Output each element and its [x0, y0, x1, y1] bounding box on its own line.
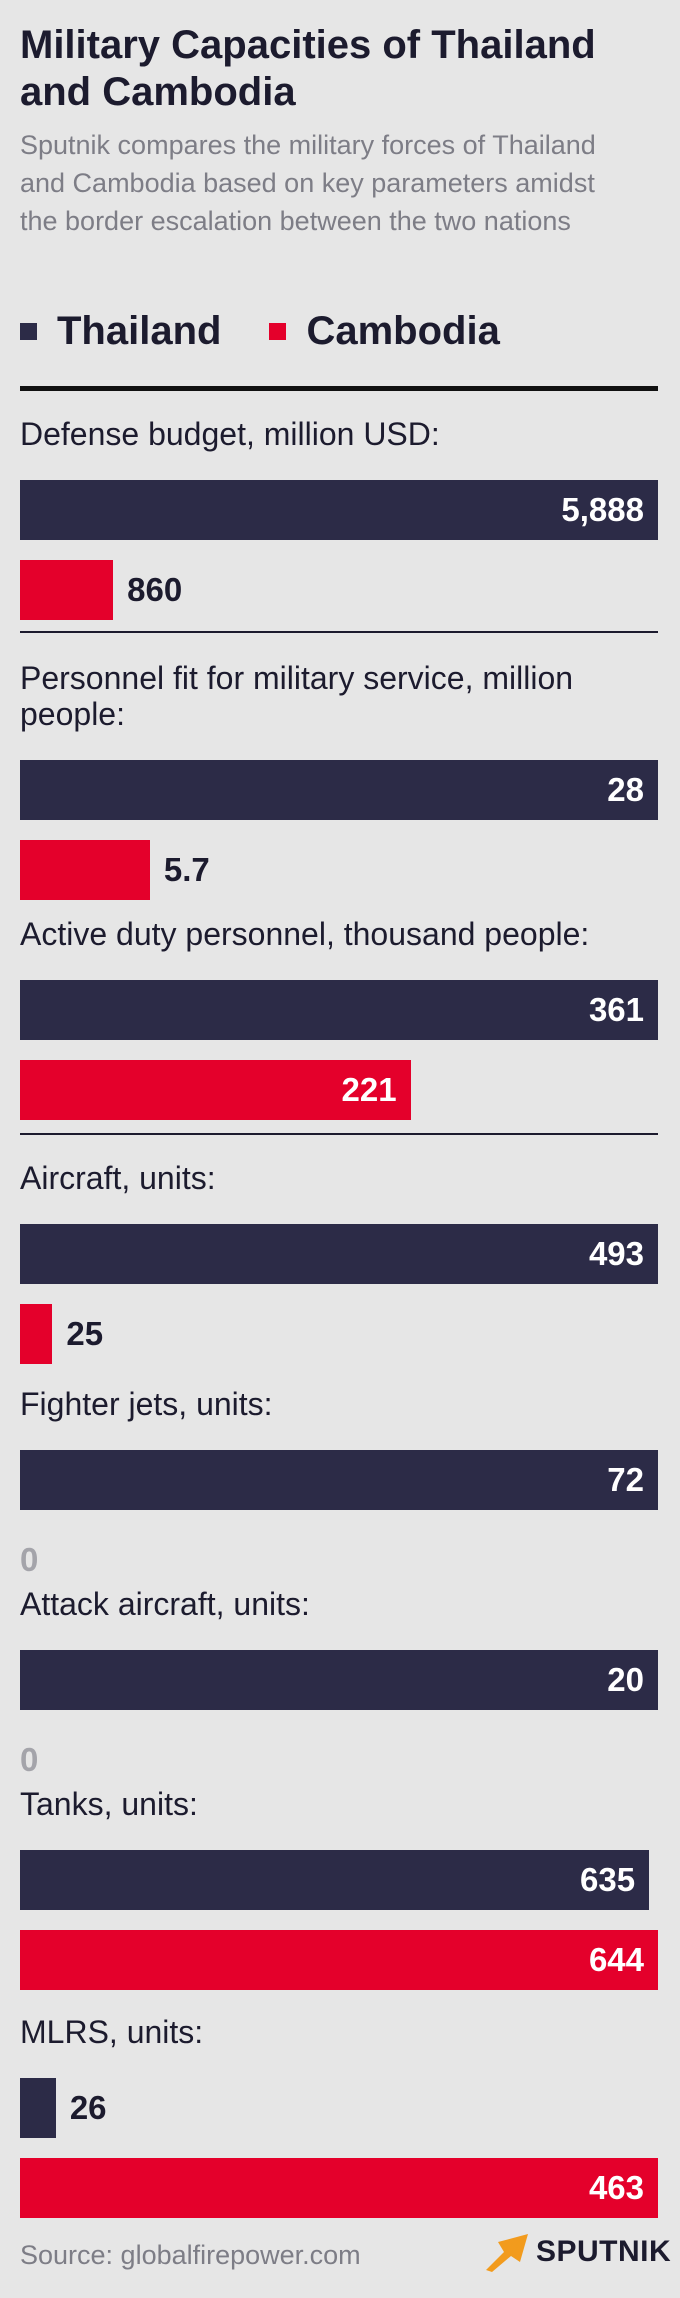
legend-swatch-thailand	[20, 322, 37, 340]
data-label: 20	[607, 1661, 644, 1698]
data-label: 0	[20, 1541, 39, 1578]
bar-thailand	[20, 480, 658, 540]
sputnik-logo: SPUTNIK	[484, 2228, 671, 2276]
data-label: 860	[127, 571, 183, 608]
bar-cambodia	[20, 560, 114, 620]
data-label: 5,888	[561, 491, 644, 528]
page-subtitle: Sputnik compares the military forces of …	[20, 130, 596, 236]
data-label: 25	[66, 1315, 104, 1352]
bar-cambodia	[20, 1930, 658, 1990]
data-label: 493	[588, 1235, 644, 1272]
sputnik-arrow-icon	[486, 2234, 528, 2272]
data-label: 635	[580, 1861, 636, 1898]
group-label: Defense budget, million USD:	[20, 416, 440, 452]
legend-label-thailand: Thailand	[57, 308, 222, 353]
bar-thailand	[20, 1450, 658, 1510]
legend-item-cambodia: Cambodia	[269, 308, 500, 354]
source-note: Source: globalfirepower.com	[20, 2240, 361, 2270]
data-label: 72	[607, 1461, 644, 1498]
group-label: Tanks, units:	[20, 1786, 198, 1822]
data-label: 463	[588, 2169, 644, 2206]
section-divider	[20, 1133, 658, 1135]
group-label: Aircraft, units:	[20, 1160, 216, 1196]
bar-thailand	[20, 760, 658, 820]
data-label: 221	[341, 1071, 397, 1108]
legend-label-cambodia: Cambodia	[306, 308, 500, 353]
data-label: 5.7	[163, 851, 210, 888]
section-divider	[20, 631, 658, 633]
data-label: 28	[607, 771, 644, 808]
legend-swatch-cambodia	[269, 322, 287, 340]
bar-thailand	[20, 1850, 650, 1910]
bar-cambodia	[20, 2158, 658, 2218]
bar-cambodia	[20, 840, 150, 900]
bar-cambodia	[20, 1304, 53, 1364]
legend: Thailand Cambodia	[20, 308, 548, 354]
group-label: Attack aircraft, units:	[20, 1586, 310, 1622]
legend-item-thailand: Thailand	[20, 309, 221, 354]
bar-cambodia	[20, 1060, 411, 1120]
group-label: Personnel fit for military service, mill…	[20, 660, 574, 732]
data-label: 644	[588, 1941, 644, 1978]
group-label: Fighter jets, units:	[20, 1386, 273, 1422]
logo-text: SPUTNIK	[536, 2235, 672, 2268]
header-divider	[20, 386, 658, 391]
group-label: MLRS, units:	[20, 2014, 204, 2050]
bar-thailand	[20, 2078, 56, 2138]
data-label: 361	[588, 991, 644, 1028]
bar-thailand	[20, 980, 658, 1040]
group-label: Active duty personnel, thousand people:	[20, 916, 590, 952]
bar-thailand	[20, 1224, 658, 1284]
bar-thailand	[20, 1650, 658, 1710]
data-label: 0	[20, 1741, 39, 1778]
data-label: 26	[69, 2089, 107, 2126]
page-title: Military Capacities of Thailand and Camb…	[20, 23, 596, 114]
